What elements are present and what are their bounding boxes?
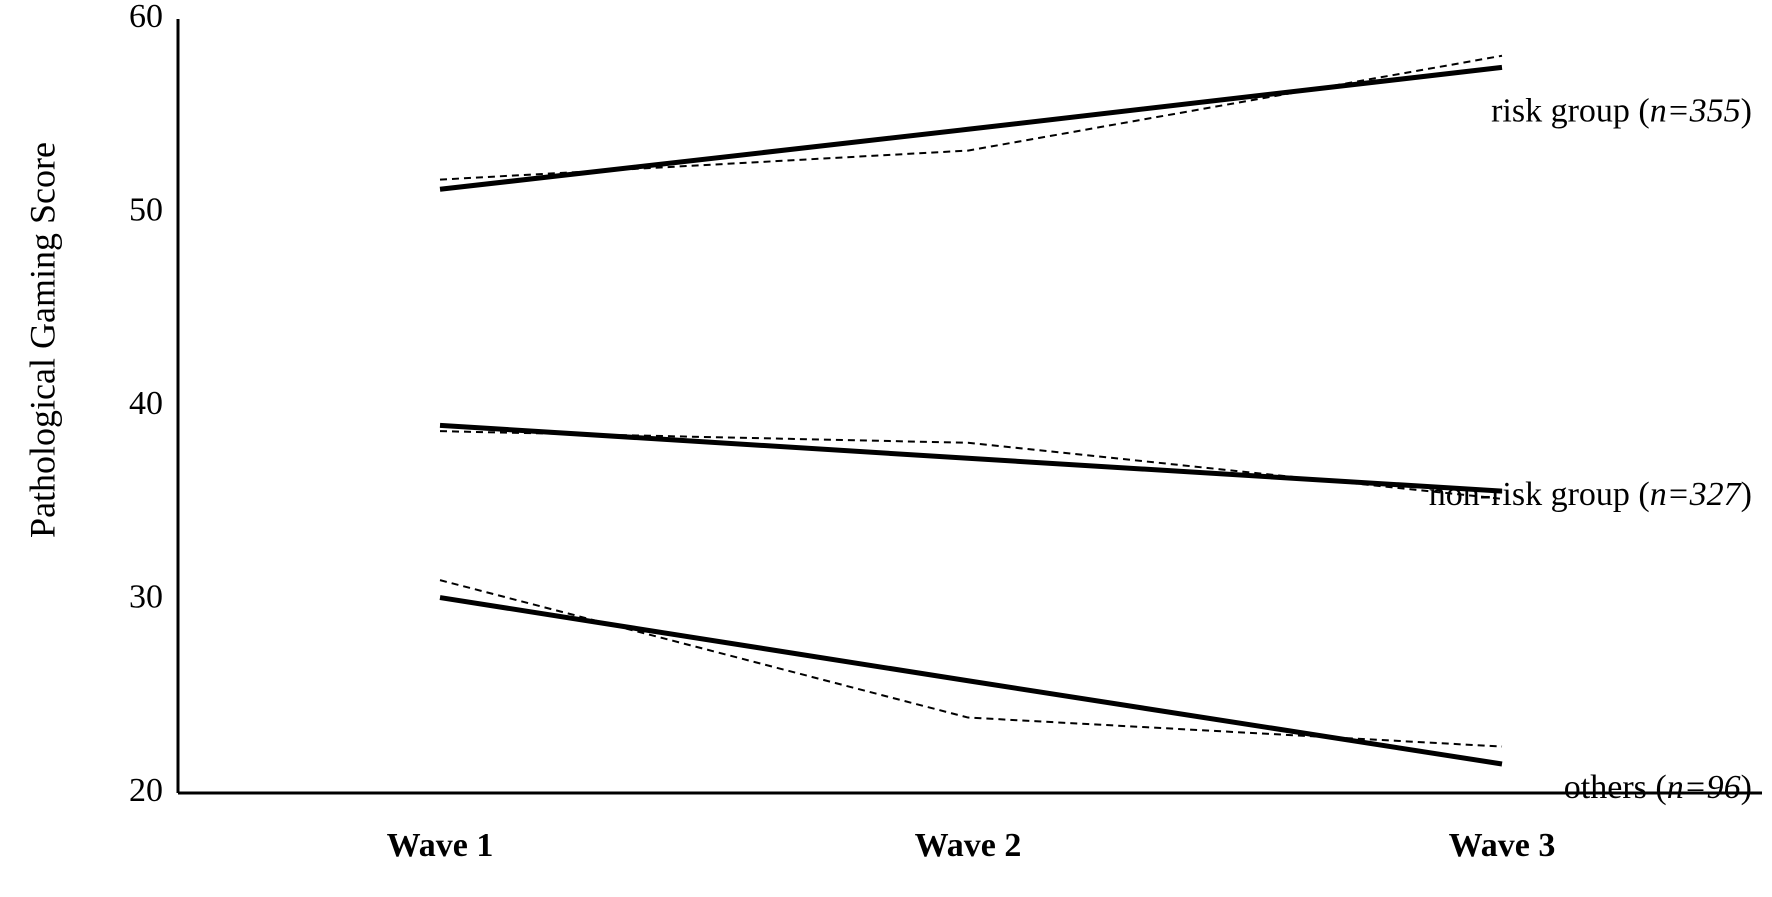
- x-tick-label: Wave 2: [915, 827, 1022, 864]
- series-label: non-risk group (n=327): [1429, 476, 1752, 513]
- y-axis-title: Pathological Gaming Score: [22, 142, 62, 538]
- series-n-count: n=327: [1650, 476, 1743, 513]
- series-observed-line: [439, 430, 1503, 500]
- x-axis-ticks: Wave 1 Wave 2 Wave 3: [387, 827, 1556, 864]
- series-name: others (: [1564, 769, 1667, 806]
- series-observed-line: [439, 579, 1503, 748]
- series-fitted-line: [439, 64, 1503, 192]
- y-tick-label: 30: [129, 578, 163, 615]
- y-tick-label: 50: [129, 191, 163, 228]
- series-1: non-risk group (n=327): [439, 422, 1752, 513]
- y-tick-label: 20: [129, 772, 163, 809]
- series-label: others (n=96): [1564, 769, 1752, 806]
- series-0: risk group (n=355): [439, 54, 1752, 192]
- series-label-close: ): [1741, 769, 1752, 806]
- series-fitted-line: [439, 595, 1503, 767]
- series-2: others (n=96): [439, 579, 1752, 806]
- series-layer: risk group (n=355)non-risk group (n=327)…: [439, 54, 1752, 806]
- x-tick-label: Wave 3: [1449, 827, 1556, 864]
- series-label-close: ): [1741, 92, 1752, 129]
- series-label-close: ): [1741, 476, 1752, 513]
- series-name: non-risk group (: [1429, 476, 1650, 513]
- series-fitted-line: [439, 422, 1503, 494]
- x-tick-label: Wave 1: [387, 827, 494, 864]
- y-tick-label: 40: [129, 385, 163, 422]
- series-n-count: n=355: [1650, 92, 1741, 129]
- y-axis-ticks: 20 30 40 50 60: [129, 0, 163, 809]
- series-observed-line: [439, 54, 1503, 181]
- series-name: risk group (: [1491, 92, 1650, 129]
- series-label: risk group (n=355): [1491, 92, 1752, 129]
- series-n-count: n=96: [1667, 769, 1741, 806]
- y-tick-label: 60: [129, 0, 163, 35]
